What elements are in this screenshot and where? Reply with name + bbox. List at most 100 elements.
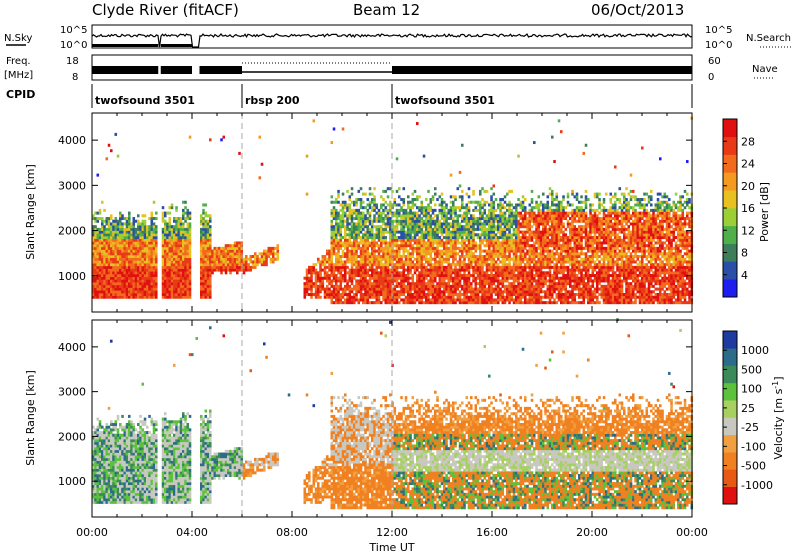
heatmap-cell — [396, 225, 399, 228]
heatmap-cell — [434, 290, 437, 293]
heatmap-cell — [380, 288, 383, 291]
heatmap-cell — [173, 282, 176, 285]
heatmap-cell — [344, 277, 347, 280]
heatmap-cell — [432, 279, 435, 282]
heatmap-cell — [459, 255, 462, 258]
heatmap-cell — [457, 231, 460, 234]
heatmap-cell — [488, 258, 491, 261]
heatmap-cell — [200, 288, 203, 291]
heatmap-cell — [486, 255, 489, 258]
heatmap-cell — [542, 244, 545, 247]
heatmap-cell — [252, 263, 255, 266]
heatmap-cell — [439, 285, 442, 288]
heatmap-cell — [439, 252, 442, 255]
heatmap-cell — [421, 252, 424, 255]
heatmap-cell — [175, 277, 178, 280]
heatmap-cell — [189, 263, 192, 266]
heatmap-cell — [425, 244, 428, 247]
heatmap-cell — [430, 220, 433, 223]
heatmap-cell — [371, 247, 374, 250]
heatmap-cell — [403, 255, 406, 258]
heatmap-cell — [155, 269, 158, 272]
heatmap-cell — [535, 250, 538, 253]
heatmap-cell — [101, 296, 104, 299]
heatmap-cell — [466, 209, 469, 212]
heatmap-cell — [457, 222, 460, 225]
heatmap-cell — [166, 241, 169, 244]
heatmap-cell — [443, 296, 446, 299]
heatmap-cell — [484, 250, 487, 253]
heatmap-cell — [175, 225, 178, 228]
heatmap-cell — [533, 301, 536, 304]
heatmap-cell — [412, 282, 415, 285]
heatmap-cell — [119, 233, 122, 236]
heatmap-cell — [173, 255, 176, 258]
heatmap-cell — [481, 263, 484, 266]
heatmap-cell — [115, 260, 118, 263]
heatmap-cell — [112, 277, 115, 280]
heatmap-cell — [121, 271, 124, 274]
heatmap-cell — [358, 266, 361, 269]
heatmap-cell — [497, 217, 500, 220]
heatmap-cell — [162, 228, 165, 231]
heatmap-cell — [164, 290, 167, 293]
heatmap-cell — [304, 282, 307, 285]
heatmap-cell — [200, 222, 203, 225]
heatmap-cell — [387, 203, 390, 206]
heatmap-cell — [484, 244, 487, 247]
heatmap-cell — [398, 252, 401, 255]
heatmap-cell — [362, 217, 365, 220]
heatmap-cell — [369, 217, 372, 220]
heatmap-cell — [328, 279, 331, 282]
heatmap-cell — [450, 212, 453, 215]
heatmap-cell — [513, 282, 516, 285]
heatmap-cell — [360, 298, 363, 301]
heatmap-cell — [378, 260, 381, 263]
heatmap-cell — [490, 206, 493, 209]
heatmap-cell — [101, 288, 104, 291]
heatmap-cell — [490, 269, 493, 272]
heatmap-cell — [362, 301, 365, 304]
heatmap-cell — [522, 285, 525, 288]
heatmap-cell — [466, 244, 469, 247]
heatmap-cell — [488, 282, 491, 285]
heatmap-cell — [166, 260, 169, 263]
heatmap-cell — [481, 203, 484, 206]
heatmap-cell — [499, 198, 502, 201]
heatmap-cell — [535, 231, 538, 234]
heatmap-cell — [445, 285, 448, 288]
heatmap-cell — [268, 252, 271, 255]
heatmap-cell — [349, 209, 352, 212]
heatmap-cell — [421, 293, 424, 296]
heatmap-cell — [441, 293, 444, 296]
heatmap-cell — [187, 293, 190, 296]
heatmap-cell — [202, 258, 205, 261]
heatmap-cell — [200, 274, 203, 277]
heatmap-cell — [335, 214, 338, 217]
heatmap-cell — [488, 233, 491, 236]
heatmap-cell — [398, 290, 401, 293]
heatmap-cell — [524, 296, 527, 299]
heatmap-cell — [407, 225, 410, 228]
heatmap-cell — [481, 231, 484, 234]
heatmap-cell — [209, 217, 212, 220]
heatmap-cell — [324, 290, 327, 293]
heatmap-cell — [495, 198, 498, 201]
heatmap-cell — [434, 258, 437, 261]
heatmap-cell — [364, 285, 367, 288]
heatmap-cell — [490, 266, 493, 269]
heatmap-cell — [148, 290, 151, 293]
heatmap-cell — [333, 277, 336, 280]
heatmap-cell — [227, 247, 230, 250]
heatmap-cell — [488, 228, 491, 231]
heatmap-cell — [526, 244, 529, 247]
heatmap-cell — [180, 279, 183, 282]
heatmap-cell — [441, 285, 444, 288]
heatmap-cell — [394, 285, 397, 288]
heatmap-cell — [380, 233, 383, 236]
heatmap-cell — [389, 203, 392, 206]
heatmap-cell — [380, 231, 383, 234]
heatmap-cell — [538, 247, 541, 250]
heatmap-cell — [335, 258, 338, 261]
heatmap-cell — [466, 290, 469, 293]
